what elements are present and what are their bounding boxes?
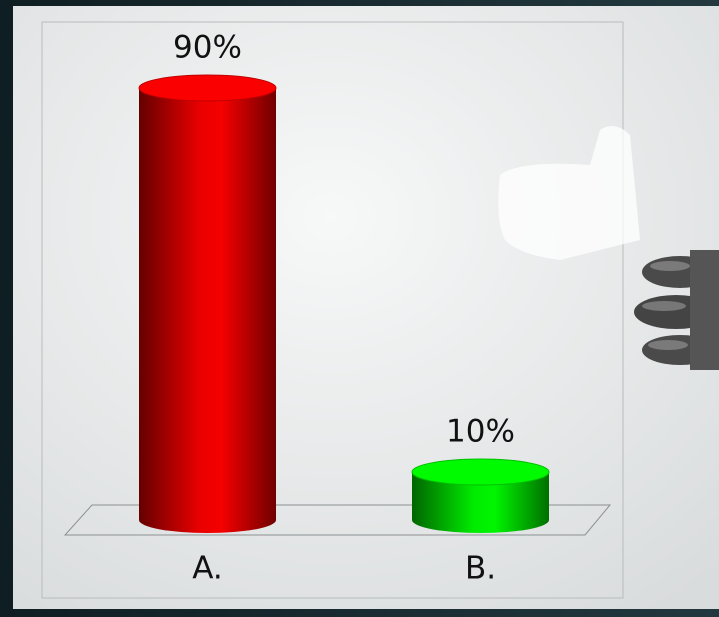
x-tick-label: B. xyxy=(465,551,496,587)
bars xyxy=(138,74,550,533)
data-label: 10% xyxy=(446,414,515,450)
chart-frame xyxy=(41,21,624,599)
bar xyxy=(139,88,276,520)
bar-top xyxy=(411,458,550,486)
hand-illustration xyxy=(498,126,719,370)
panel xyxy=(13,6,719,609)
data-label: 90% xyxy=(173,30,242,66)
x-tick-label: A. xyxy=(192,551,223,587)
bar-top xyxy=(138,74,277,102)
